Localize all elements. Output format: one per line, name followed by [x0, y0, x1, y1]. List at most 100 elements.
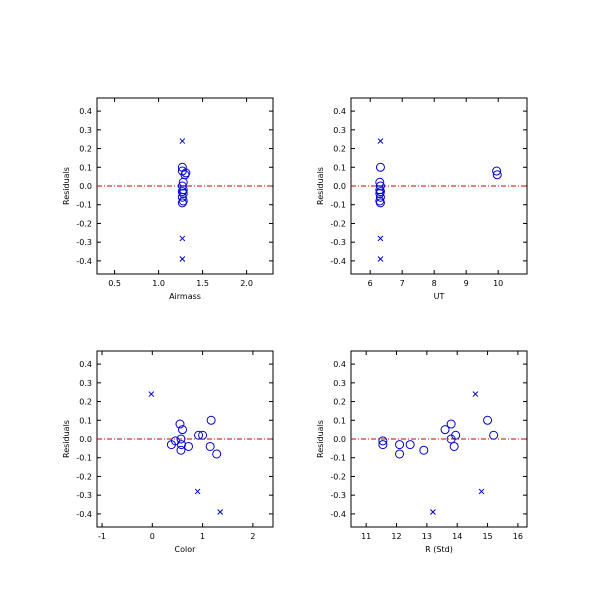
x-tick-label: 13	[422, 532, 432, 541]
data-point-circle	[395, 449, 405, 459]
data-point-circle	[198, 430, 208, 440]
y-axis-label: Residuals	[62, 167, 71, 205]
y-tick-label: 0.0	[79, 182, 92, 191]
x-axis-label: Color	[175, 545, 197, 554]
data-point-circle	[489, 430, 499, 440]
data-point-circle	[451, 430, 461, 440]
y-tick-label: -0.4	[330, 510, 346, 519]
chart-panel-3: -0.4 -0.3 -0.2 -0.1 0.0 0.1 0.2 0.3 0.4 -1 0 1 2 Colo…	[62, 350, 274, 554]
data-point-x	[430, 509, 436, 515]
x-axis-label: Airmass	[169, 292, 201, 301]
y-tick-label: -0.4	[330, 257, 346, 266]
y-tick-label: 0.4	[333, 107, 346, 116]
data-point-circle	[184, 441, 194, 451]
y-tick-label: -0.4	[76, 257, 92, 266]
x-tick-label: 9	[464, 279, 469, 288]
data-point-circle	[177, 192, 187, 202]
x-tick-label: 7	[400, 279, 405, 288]
y-tick-label: 0.2	[79, 398, 92, 407]
data-point-x	[377, 235, 384, 242]
y-tick-label: -0.3	[76, 238, 92, 247]
y-tick-label: -0.2	[76, 472, 92, 481]
y-tick-label: 0.3	[333, 379, 346, 388]
data-point-circle	[419, 445, 429, 455]
x-tick-label: 10	[493, 279, 503, 288]
y-tick-label: 0.1	[333, 416, 346, 425]
data-point-circle	[440, 425, 450, 435]
data-point-x	[179, 138, 186, 144]
x-tick-label: 16	[513, 532, 523, 541]
y-tick-label: 0.3	[79, 126, 92, 135]
data-point-circle	[375, 177, 385, 187]
data-point-x	[194, 488, 201, 495]
y-tick-label: 0.0	[79, 435, 92, 444]
data-point-circle	[178, 196, 188, 206]
x-tick-label: 14	[452, 532, 462, 541]
x-tick-label: 12	[391, 532, 401, 541]
x-axis-label: R (Std)	[425, 545, 453, 554]
y-tick-label: -0.3	[76, 491, 92, 500]
data-point-circle	[449, 441, 459, 451]
y-tick-label: 0.1	[79, 163, 92, 172]
data-point-x	[478, 488, 485, 495]
x-tick-label: 2	[250, 532, 255, 541]
y-tick-label: 0.2	[333, 145, 346, 154]
x-axis-label: UT	[434, 292, 445, 301]
data-point-x	[377, 256, 384, 262]
y-tick-label: 0.3	[79, 379, 92, 388]
y-axis-label: Residuals	[316, 420, 325, 458]
y-tick-label: 0.0	[333, 435, 346, 444]
y-tick-label: -0.1	[76, 454, 92, 463]
data-point-circle	[483, 415, 493, 425]
data-point-circle	[378, 440, 388, 450]
chart-panel-2: -0.4 -0.3 -0.2 -0.1 0.0 0.1 0.2 0.3 0.4 6 7 8 9 10 UT R…	[316, 97, 528, 301]
data-point-circle	[178, 188, 188, 198]
y-tick-label: -0.1	[330, 454, 346, 463]
data-point-circle	[175, 419, 185, 429]
data-point-circle	[375, 188, 385, 198]
y-tick-label: -0.2	[76, 219, 92, 228]
chart-panel-4: -0.4 -0.3 -0.2 -0.1 0.0 0.1 0.2 0.3 0.4 11 12 13 14 1…	[316, 350, 528, 554]
data-point-circle	[177, 187, 187, 197]
data-point-circle	[405, 440, 415, 450]
y-tick-label: 0.0	[333, 182, 346, 191]
data-point-x	[148, 391, 155, 397]
data-point-x	[179, 235, 186, 242]
data-point-circle	[492, 166, 502, 176]
x-tick-label: 6	[368, 279, 373, 288]
y-tick-label: 0.1	[333, 163, 346, 172]
y-tick-label: -0.2	[330, 472, 346, 481]
x-tick-label: 0	[150, 532, 155, 541]
data-point-circle	[177, 425, 187, 435]
y-axis-label: Residuals	[316, 167, 325, 205]
y-tick-label: -0.4	[76, 510, 92, 519]
x-tick-label: 0.5	[108, 279, 121, 288]
y-tick-label: -0.1	[330, 201, 346, 210]
x-tick-label: 8	[432, 279, 437, 288]
data-point-circle	[395, 440, 405, 450]
data-point-x	[472, 391, 479, 397]
data-point-circle	[446, 419, 456, 429]
data-point-circle	[205, 441, 215, 451]
x-tick-label: 1	[200, 532, 205, 541]
data-point-circle	[176, 440, 186, 450]
x-tick-label: 1.0	[152, 279, 165, 288]
y-tick-label: 0.2	[333, 398, 346, 407]
y-tick-label: -0.3	[330, 238, 346, 247]
y-tick-label: 0.2	[79, 145, 92, 154]
data-point-x	[217, 509, 224, 515]
y-tick-label: 0.4	[79, 360, 92, 369]
x-tick-label: 1.5	[196, 279, 209, 288]
x-tick-label: -1	[98, 532, 106, 541]
data-point-circle	[375, 192, 385, 202]
data-point-circle	[194, 430, 204, 440]
data-point-circle	[492, 170, 502, 180]
data-point-circle	[375, 198, 385, 208]
data-point-circle	[378, 436, 388, 446]
y-tick-label: -0.3	[330, 491, 346, 500]
data-point-circle	[206, 415, 216, 425]
data-point-circle	[176, 434, 186, 444]
y-tick-label: 0.4	[79, 107, 92, 116]
data-point-x	[179, 256, 186, 262]
